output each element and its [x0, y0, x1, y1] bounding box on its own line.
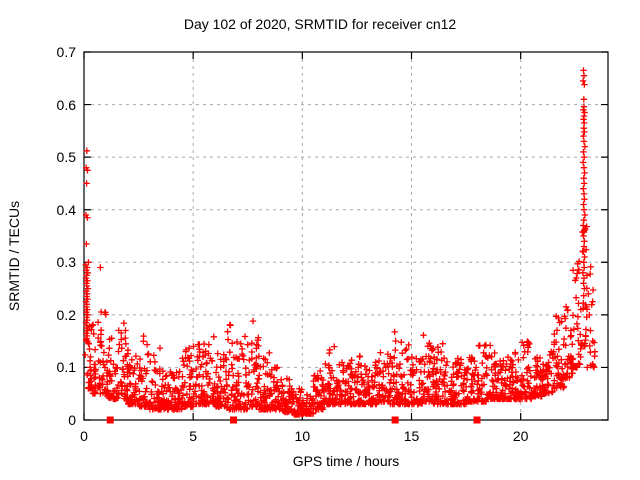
- x-tick-label-20: 20: [512, 428, 529, 444]
- y-tick-label-0.2: 0.2: [56, 306, 76, 323]
- axis-square-marker: [473, 416, 481, 424]
- axis-square-marker: [230, 416, 238, 424]
- plot-frame: [83, 51, 609, 421]
- chart-title: Day 102 of 2020, SRMTID for receiver cn1…: [183, 16, 457, 32]
- axis-square-marker: [391, 416, 399, 424]
- y-tick-label-0.5: 0.5: [56, 149, 76, 166]
- x-axis-label: GPS time / hours: [292, 453, 400, 469]
- x-tick-label-0: 0: [80, 428, 88, 444]
- grid-lines: [84, 52, 608, 420]
- y-tick-label-0: 0: [68, 412, 76, 428]
- y-tick-label-0.7: 0.7: [56, 44, 76, 60]
- x-tick-label-5: 5: [189, 428, 198, 444]
- y-tick-label-0.6: 0.6: [56, 96, 76, 113]
- y-tick-label-0.3: 0.3: [56, 254, 76, 271]
- x-tick-label-15: 15: [403, 428, 420, 444]
- y-tick-label-0.4: 0.4: [56, 201, 76, 218]
- y-tick-label-0.1: 0.1: [56, 359, 76, 376]
- scatter-points: [82, 67, 599, 418]
- axis-square-marker: [106, 416, 114, 424]
- axis-ticks: [83, 51, 608, 421]
- x-tick-label-10: 10: [294, 428, 311, 444]
